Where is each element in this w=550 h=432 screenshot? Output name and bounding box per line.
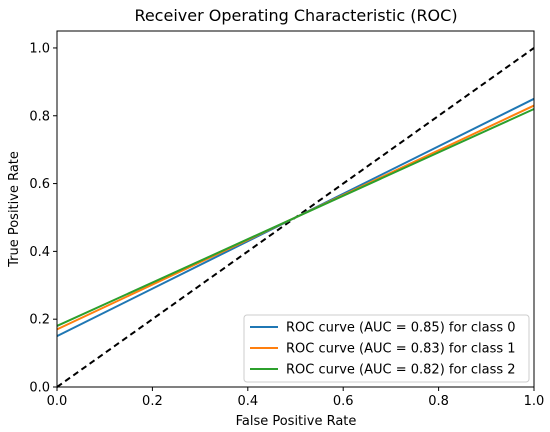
legend-box	[243, 314, 530, 383]
y-axis-ticks: 0.0 0.2 0.4 0.6 0.8 1.0	[29, 41, 57, 396]
roc-curve-class-2	[56, 108, 535, 327]
y-tick-label: 0.2	[29, 313, 50, 328]
y-axis-label: True Positive Rate	[7, 151, 22, 268]
y-tick-label: 0.0	[29, 381, 50, 396]
x-tick-label: 0.4	[237, 394, 258, 409]
plot-frame	[56, 30, 535, 388]
y-tick-label: 0.4	[29, 245, 50, 260]
y-tick-label: 0.6	[29, 177, 50, 192]
x-tick-label: 1.0	[524, 394, 545, 409]
legend-label-class-0: ROC curve (AUC = 0.85) for class 0	[286, 321, 516, 336]
legend-label-class-1: ROC curve (AUC = 0.83) for class 1	[286, 342, 516, 357]
x-tick-label: 0.8	[428, 394, 449, 409]
legend-items: ROC curve (AUC = 0.85) for class 0 ROC cu…	[250, 321, 516, 378]
x-axis-ticks: 0.0 0.2 0.4 0.6 0.8 1.0	[47, 387, 545, 409]
legend: ROC curve (AUC = 0.85) for class 0 ROC cu…	[243, 314, 530, 383]
series-layer	[56, 97, 535, 338]
x-tick-label: 0.2	[142, 394, 163, 409]
y-tick-label: 0.8	[29, 109, 50, 124]
x-axis-label: False Positive Rate	[236, 414, 357, 429]
x-tick-label: 0.0	[47, 394, 68, 409]
chart-title: Receiver Operating Characteristic (ROC)	[134, 6, 457, 25]
legend-label-class-2: ROC curve (AUC = 0.82) for class 2	[286, 363, 516, 378]
y-tick-label: 1.0	[29, 41, 50, 56]
x-tick-label: 0.6	[333, 394, 354, 409]
